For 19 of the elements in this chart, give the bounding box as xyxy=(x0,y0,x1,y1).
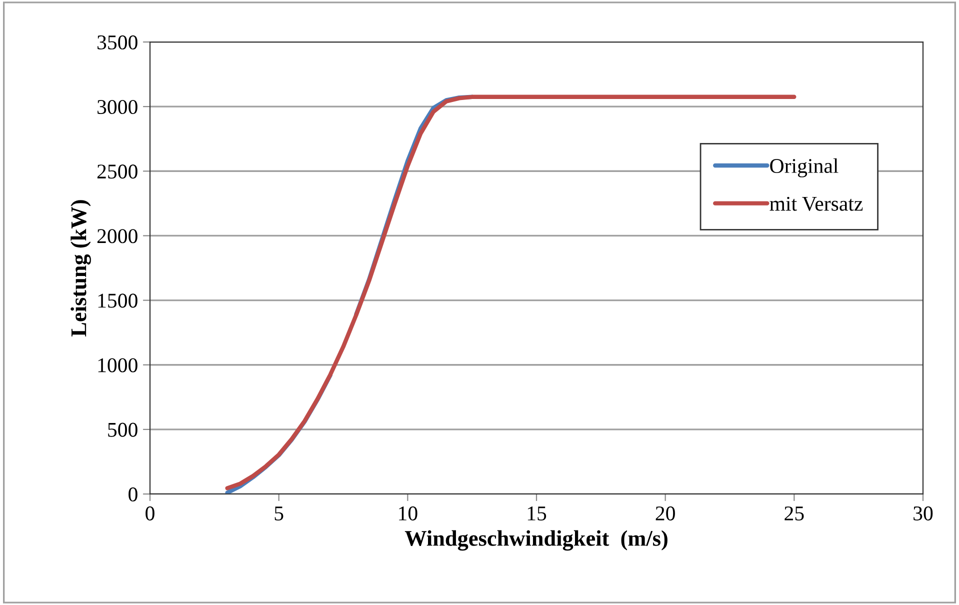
legend-label: Original xyxy=(770,158,838,178)
y-tick-label: 0 xyxy=(128,487,138,502)
x-tick-label: 30 xyxy=(914,506,933,520)
x-axis-title: Windgeschwindigkeit (m/s) xyxy=(404,530,668,551)
y-tick-label: 500 xyxy=(108,422,138,437)
y-tick-label: 1500 xyxy=(98,294,138,308)
y-tick-label: 2000 xyxy=(97,229,138,244)
y-tick-label: 3500 xyxy=(98,35,138,50)
x-tick-label: 10 xyxy=(399,506,418,520)
y-tick-label: 2500 xyxy=(97,164,138,179)
x-tick-label: 15 xyxy=(528,506,546,520)
y-tick-label: 3000 xyxy=(98,100,138,114)
x-tick-label: 5 xyxy=(274,506,284,520)
x-tick-label: 20 xyxy=(656,506,675,520)
x-tick-label: 0 xyxy=(146,506,154,520)
legend-label: mit Versatz xyxy=(770,196,863,211)
x-tick-label: 25 xyxy=(784,506,804,520)
y-axis-title: Leistung (kW) xyxy=(70,200,91,336)
y-tick-label: 1000 xyxy=(98,358,138,372)
